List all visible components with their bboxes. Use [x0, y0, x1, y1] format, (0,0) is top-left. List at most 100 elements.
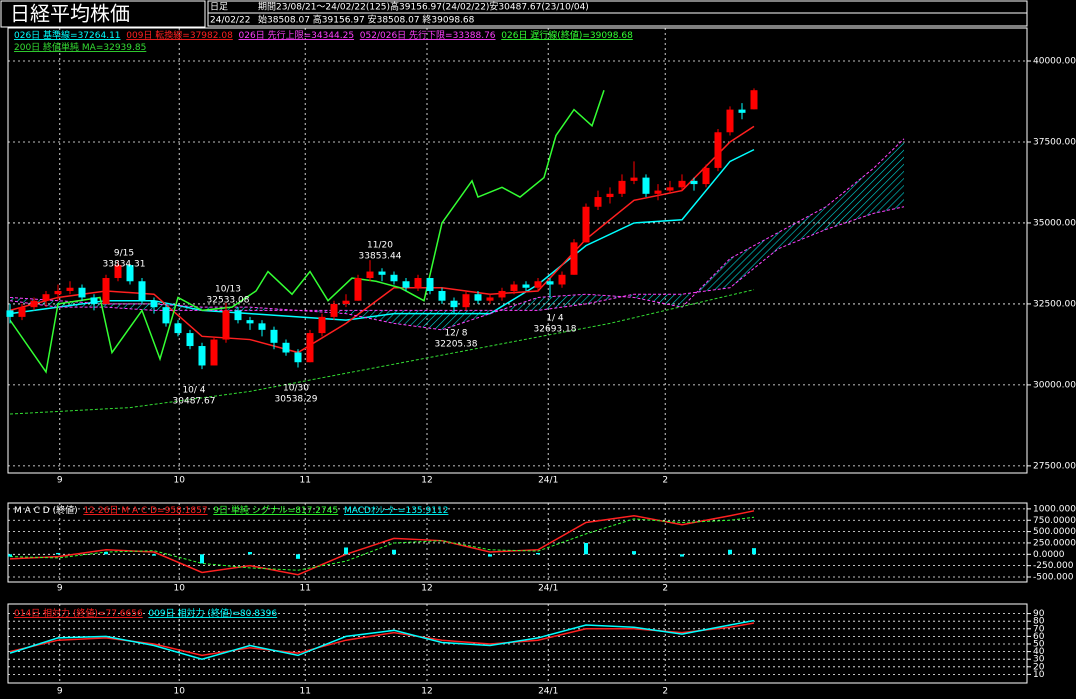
candle-body: [126, 265, 134, 282]
annotation-price: 33853.44: [359, 252, 402, 262]
candle-body: [558, 274, 566, 285]
annotation-price: 30538.29: [275, 395, 318, 405]
oscillator-bar: [296, 554, 300, 559]
series-line: [9, 516, 755, 571]
legend-entry: 009日 転換線=37982.08: [126, 29, 233, 41]
candle-body: [378, 271, 386, 275]
oscillator-bar: [104, 552, 108, 555]
candle-body: [738, 109, 746, 113]
annotation-price: 33834.31: [103, 260, 146, 270]
legend-entry: 026日 遅行線(終値)=39098.68: [501, 29, 633, 41]
candle-body: [630, 177, 638, 181]
y-tick-label: 40000.00: [1033, 57, 1076, 67]
oscillator-bar: [392, 549, 396, 555]
annotation-date: 9/15: [114, 249, 134, 259]
annotation-date: 10/13: [215, 285, 241, 295]
candle-body: [510, 284, 518, 291]
candle-body: [174, 323, 182, 334]
oscillator-bar: [248, 552, 252, 555]
candle-body: [186, 333, 194, 347]
oscillator-bar: [200, 554, 204, 564]
legend-title: M A C D (終値): [14, 504, 83, 516]
x-tick-label: 12: [421, 584, 432, 594]
date: 24/02/22: [210, 16, 250, 26]
series-line: [9, 89, 605, 374]
series-line: [9, 138, 905, 331]
candle-body: [702, 167, 710, 185]
candle-body: [6, 310, 14, 317]
legend: 026日 基準線=37264.11 009日 転換線=37982.08 026日…: [14, 29, 639, 41]
candle-body: [438, 290, 446, 301]
x-tick-label: 24/1: [538, 687, 558, 697]
oscillator-bar: [680, 554, 684, 557]
candle-body: [474, 294, 482, 301]
candle-body: [462, 294, 470, 308]
candle-body: [210, 339, 218, 366]
candle-body: [18, 307, 26, 317]
y-tick-label: 0.0000: [1033, 550, 1065, 560]
legend-entry: 009日 相対力 (終値)=80.8396: [148, 607, 277, 619]
y-tick-label: 250.0000: [1033, 538, 1076, 548]
series-line: [9, 148, 755, 321]
oscillator-bar: [344, 547, 348, 555]
candle-body: [78, 287, 86, 298]
candle-body: [654, 190, 662, 194]
candle-body: [150, 300, 158, 308]
candle-body: [534, 281, 542, 288]
oscillator-bar: [488, 554, 492, 557]
series-line: [9, 289, 755, 415]
candle-body: [606, 193, 614, 198]
candle-body: [102, 278, 110, 304]
candle-body: [618, 180, 626, 194]
title-box: [0, 0, 206, 28]
candle-body: [138, 281, 146, 301]
candle-body: [486, 297, 494, 301]
candle-body: [402, 281, 410, 288]
series-line: [9, 619, 755, 660]
candle-body: [426, 278, 434, 291]
ohlc: 始38508.07 高39156.97 安38508.07 終39098.68: [258, 14, 475, 26]
legend-entry: MACDｵｼﾚｰﾀｰ=135.9112: [344, 505, 448, 516]
legend: M A C D (終値) 12-26日 M A C D=958.1857 9日 …: [14, 504, 454, 516]
x-tick-label: 11: [299, 687, 310, 697]
candle-body: [222, 310, 230, 340]
legend: 014日 相対力 (終値)=77.6656 009日 相対力 (終値)=80.8…: [14, 607, 283, 619]
legend-gap: [277, 609, 283, 619]
candle-body: [498, 290, 506, 298]
series-line: [9, 125, 755, 354]
plot-frame: [7, 27, 1028, 474]
candle-body: [546, 281, 554, 285]
candle-body: [690, 180, 698, 185]
y-tick-label: 1000.000: [1033, 504, 1076, 514]
x-tick-label: 11: [299, 476, 310, 486]
y-tick-label: 50: [1033, 640, 1045, 650]
legend-entry: 052/026日 先行下限=33388.76: [360, 29, 496, 41]
x-tick-label: 12: [421, 476, 432, 486]
oscillator-bar: [152, 554, 156, 556]
oscillator-bar: [584, 542, 588, 555]
x-tick-label: 10: [173, 476, 185, 486]
x-tick-label: 9: [57, 687, 63, 697]
candle-body: [594, 197, 602, 207]
x-tick-label: 24/1: [538, 584, 558, 594]
legend-entry: 12-26日 M A C D=958.1857: [83, 505, 207, 516]
annotation-price: 32533.08: [207, 296, 250, 306]
candle-body: [30, 300, 38, 308]
oscillator-bar: [536, 552, 540, 555]
candle-body: [570, 242, 578, 275]
x-tick-label: 10: [173, 687, 185, 697]
candle-body: [66, 287, 74, 291]
period: 期間23/08/21～24/02/22(125)高39156.97(24/02/…: [258, 1, 589, 13]
candle-body: [366, 271, 374, 279]
x-tick-label: 24/1: [538, 476, 558, 486]
y-tick-label: 20: [1033, 662, 1045, 672]
y-tick-label: 70: [1033, 624, 1045, 634]
candle-body: [306, 333, 314, 363]
candle-body: [42, 294, 50, 301]
candle-body: [258, 323, 266, 330]
x-tick-label: 9: [57, 476, 63, 486]
candle-body: [450, 300, 458, 308]
candle-body: [54, 290, 62, 295]
y-tick-label: 60: [1033, 632, 1045, 642]
